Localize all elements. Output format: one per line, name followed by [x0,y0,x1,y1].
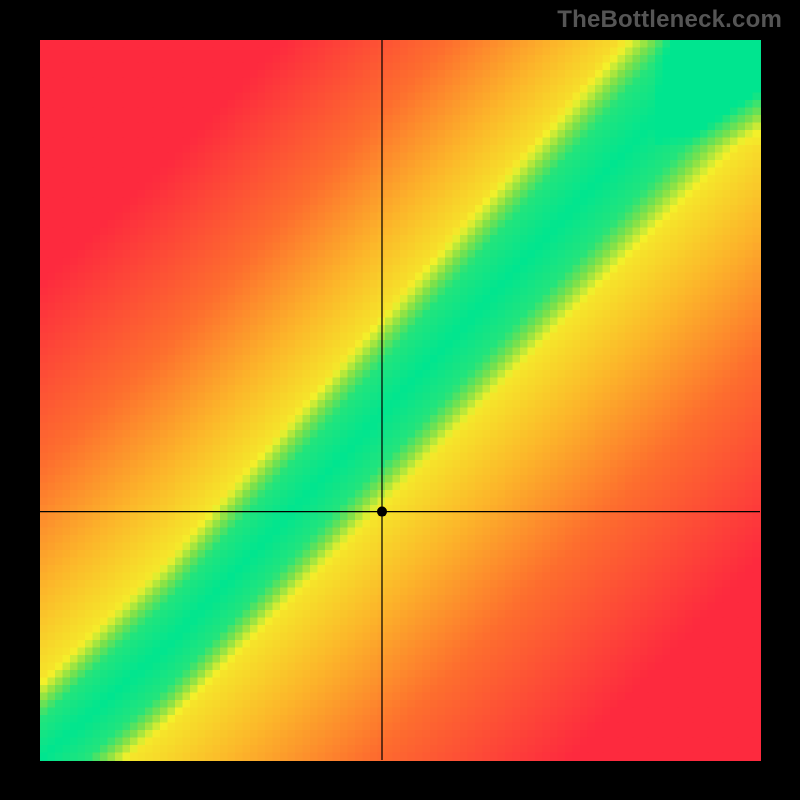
heatmap-canvas [0,0,800,800]
chart-container: TheBottleneck.com [0,0,800,800]
watermark-text: TheBottleneck.com [557,6,782,34]
